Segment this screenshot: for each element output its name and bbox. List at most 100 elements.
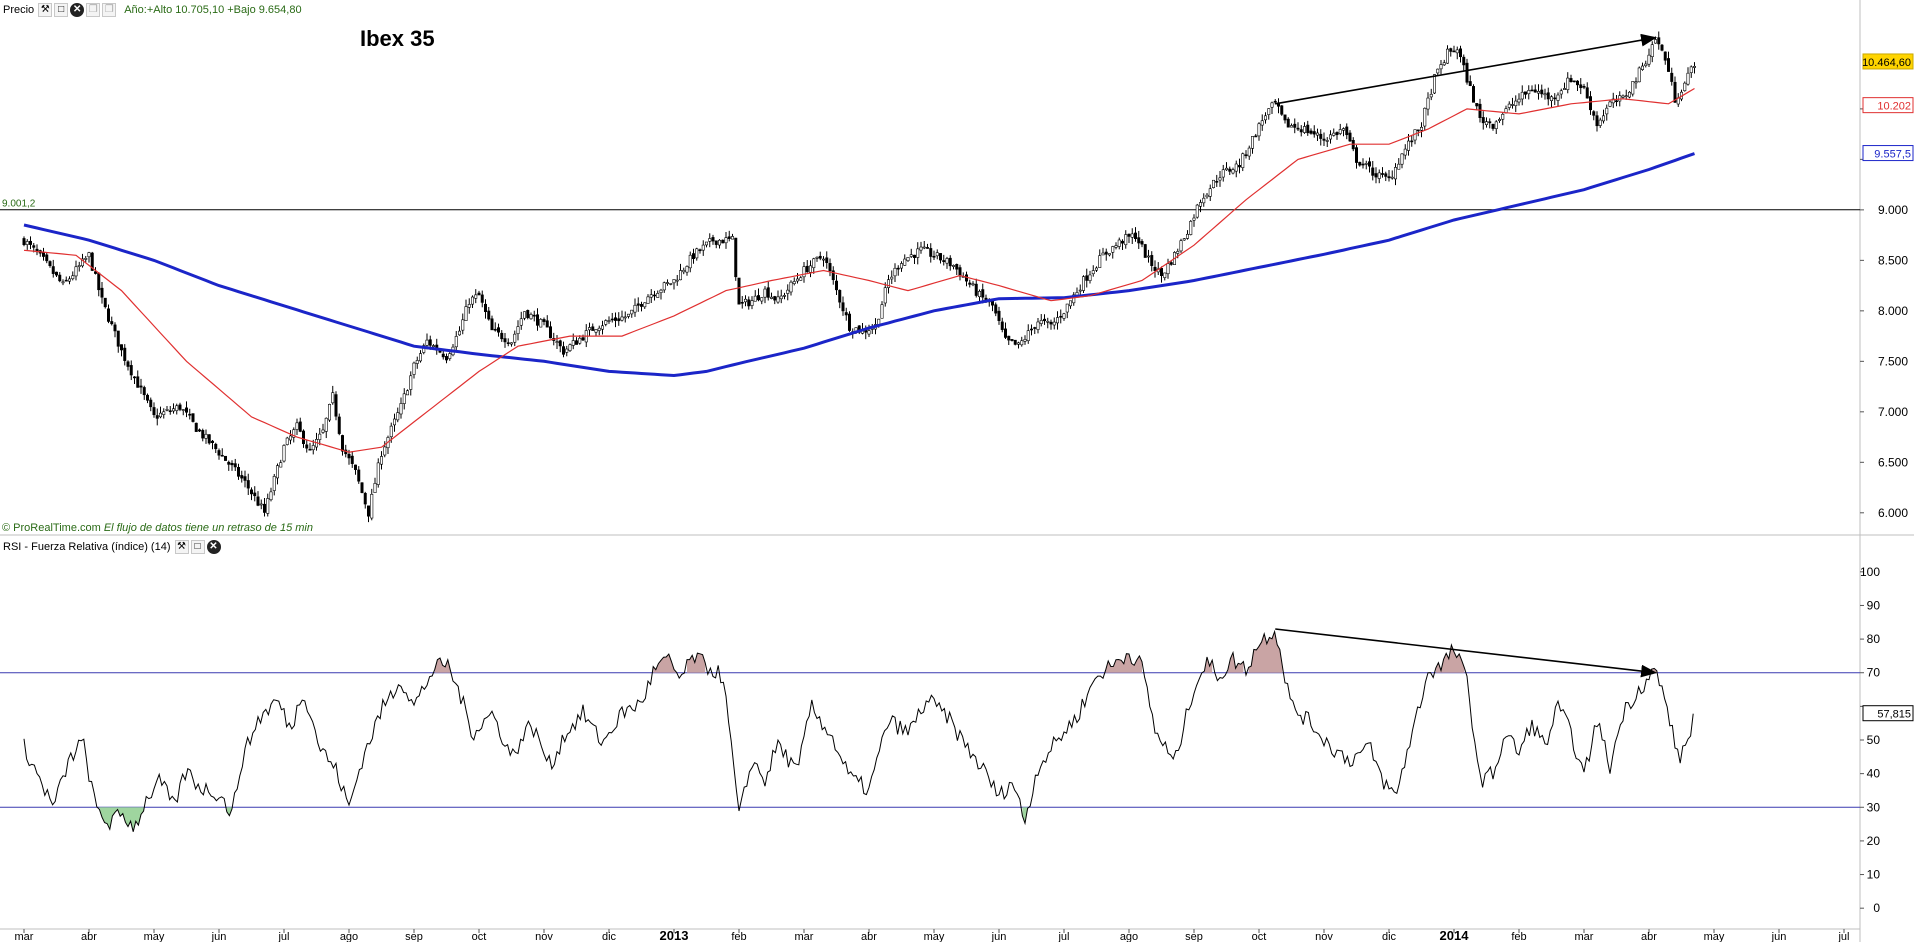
rsi-value-tag-box — [1862, 705, 1914, 722]
candle-body — [604, 320, 608, 325]
candle-body — [204, 433, 208, 439]
rsi-close-icon[interactable]: ✕ — [206, 539, 221, 554]
paste-icon[interactable]: ❐ — [102, 2, 117, 17]
candle-body — [1257, 123, 1261, 137]
candle-body — [591, 326, 595, 331]
price-y-tick-label: 6.000 — [1878, 506, 1908, 520]
candle-body — [1052, 321, 1056, 326]
candle-body — [1267, 108, 1271, 115]
candle-body — [126, 361, 130, 367]
candle-body — [1176, 251, 1180, 254]
candle-body — [620, 316, 624, 321]
candle-body — [1634, 81, 1638, 84]
candle-body — [243, 476, 247, 481]
candle-body — [535, 314, 539, 326]
candle-body — [487, 310, 491, 320]
candle-body — [1036, 321, 1040, 330]
candle-body — [834, 280, 838, 291]
candle-body — [402, 393, 406, 404]
copy-icon[interactable]: ❐ — [86, 2, 101, 17]
candle-body — [701, 244, 705, 251]
candle-body — [1189, 221, 1193, 235]
candle-body — [1436, 68, 1440, 74]
candle-body — [519, 318, 523, 326]
candle-body — [669, 283, 673, 285]
candle-body — [1228, 168, 1232, 172]
candle-body — [162, 411, 166, 415]
candle-body — [1303, 126, 1307, 133]
candle-body — [935, 252, 939, 257]
candle-body — [1108, 253, 1112, 256]
candle-body — [74, 266, 78, 277]
candle-body — [1423, 107, 1427, 127]
rsi-y-tick-label: 10 — [1867, 868, 1881, 882]
candle-body — [292, 429, 296, 438]
candle-body — [409, 375, 413, 390]
candle-body — [1576, 80, 1580, 86]
candle-body — [1309, 130, 1313, 134]
candle-body — [617, 318, 621, 322]
candle-body — [643, 302, 647, 308]
candle-body — [1572, 80, 1576, 83]
candle-body — [1121, 240, 1125, 244]
candle-body — [1394, 167, 1398, 180]
candle-body — [587, 327, 591, 331]
candle-body — [1020, 340, 1024, 346]
candle-body — [1134, 232, 1138, 240]
candle-body — [1273, 100, 1277, 103]
candle-body — [399, 403, 403, 415]
candle-body — [568, 344, 572, 351]
candle-body — [1585, 87, 1589, 99]
candle-body — [841, 302, 845, 312]
candle-body — [350, 455, 354, 464]
candle-body — [1117, 239, 1121, 247]
candle-body — [971, 283, 975, 286]
candle-body — [152, 407, 156, 416]
candle-body — [188, 413, 192, 416]
candle-body — [1488, 121, 1492, 124]
window-icon[interactable]: □ — [54, 2, 69, 17]
candle-body — [1160, 268, 1164, 276]
candle-body — [1647, 54, 1651, 65]
candle-body — [211, 440, 215, 443]
candle-body — [522, 311, 526, 319]
chart-title: Ibex 35 — [360, 26, 435, 51]
candle-body — [685, 266, 689, 273]
credit-site: © ProRealTime.com — [2, 522, 101, 534]
candle-body — [1475, 103, 1479, 107]
candle-body — [922, 246, 926, 249]
x-tick-label: abr — [81, 931, 97, 942]
candle-body — [880, 304, 884, 319]
candle-body — [831, 270, 835, 281]
x-tick-label: mar — [1575, 931, 1594, 942]
candle-body — [321, 429, 325, 433]
candle-body — [477, 292, 481, 296]
level-line-label: 9.001,2 — [2, 199, 36, 210]
candle-body — [1485, 121, 1489, 125]
candle-body — [717, 239, 721, 246]
candle-body — [298, 421, 302, 432]
candle-body — [1478, 103, 1482, 118]
close-icon[interactable]: ✕ — [70, 2, 85, 17]
candle-body — [558, 340, 562, 347]
candle-body — [656, 293, 660, 298]
candle-body — [1524, 91, 1528, 95]
candle-body — [916, 248, 920, 258]
candle-body — [756, 295, 760, 301]
candle-body — [1407, 140, 1411, 151]
candle-body — [1520, 91, 1524, 100]
candle-body — [711, 237, 715, 242]
rsi-window-icon[interactable]: □ — [190, 539, 205, 554]
candle-body — [698, 249, 702, 252]
candle-body — [54, 271, 58, 276]
candle-body — [337, 416, 341, 434]
x-tick-label: 2014 — [1440, 928, 1470, 942]
wrench-icon[interactable]: ⚒ — [38, 2, 53, 17]
candle-body — [509, 342, 513, 345]
candle-body — [1641, 65, 1645, 70]
candle-body — [191, 413, 195, 422]
candle-body — [94, 271, 98, 274]
candle-body — [532, 314, 536, 317]
candle-body — [734, 237, 738, 278]
rsi-wrench-icon[interactable]: ⚒ — [174, 539, 189, 554]
